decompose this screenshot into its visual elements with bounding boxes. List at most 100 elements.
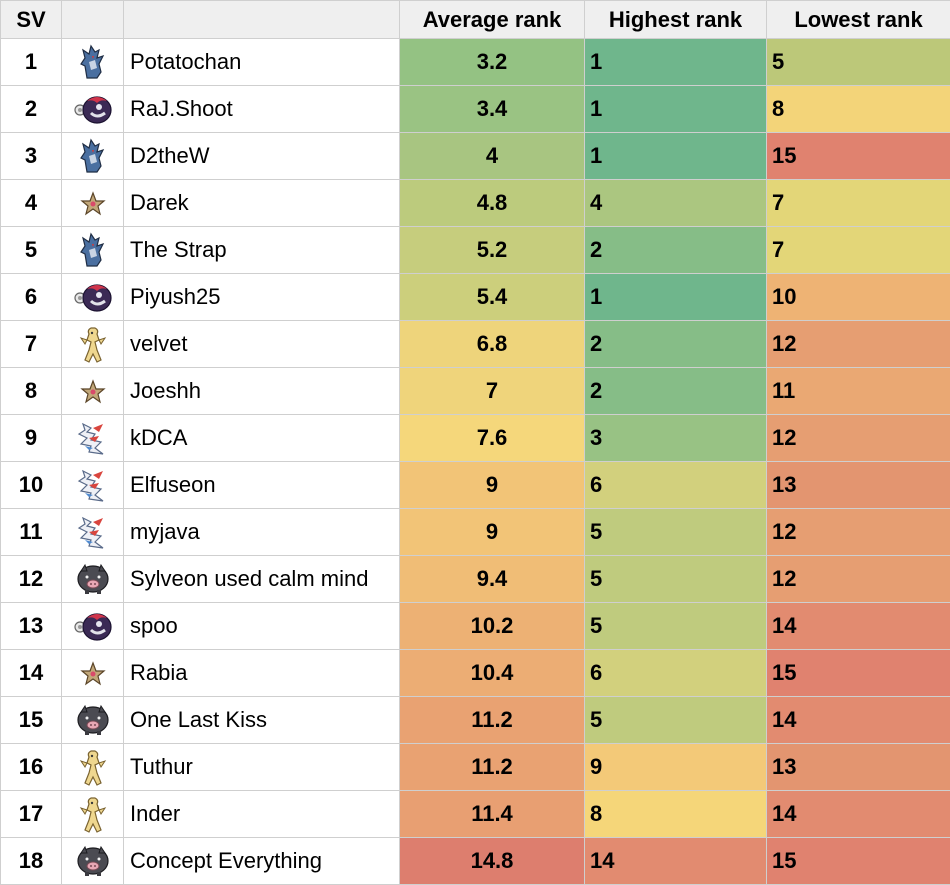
sv-rank-cell[interactable]: 12 xyxy=(1,556,62,603)
highest-rank-cell[interactable]: 5 xyxy=(585,697,767,744)
average-rank-cell[interactable]: 14.8 xyxy=(400,838,585,885)
sprite-cell[interactable] xyxy=(62,321,124,368)
highest-rank-cell[interactable]: 14 xyxy=(585,838,767,885)
lowest-rank-cell[interactable]: 12 xyxy=(767,415,950,462)
highest-rank-cell[interactable]: 1 xyxy=(585,133,767,180)
average-rank-cell[interactable]: 6.8 xyxy=(400,321,585,368)
lowest-rank-cell[interactable]: 13 xyxy=(767,462,950,509)
header-average-rank[interactable]: Average rank xyxy=(400,1,585,39)
player-name-cell[interactable]: Tuthur xyxy=(124,744,400,791)
lowest-rank-cell[interactable]: 15 xyxy=(767,838,950,885)
lowest-rank-cell[interactable]: 12 xyxy=(767,509,950,556)
highest-rank-cell[interactable]: 1 xyxy=(585,274,767,321)
sv-rank-cell[interactable]: 6 xyxy=(1,274,62,321)
average-rank-cell[interactable]: 11.2 xyxy=(400,744,585,791)
header-name[interactable] xyxy=(124,1,400,39)
player-name-cell[interactable]: D2theW xyxy=(124,133,400,180)
sprite-cell[interactable] xyxy=(62,227,124,274)
average-rank-cell[interactable]: 3.4 xyxy=(400,86,585,133)
lowest-rank-cell[interactable]: 7 xyxy=(767,227,950,274)
sv-rank-cell[interactable]: 14 xyxy=(1,650,62,697)
header-sv[interactable]: SV xyxy=(1,1,62,39)
average-rank-cell[interactable]: 5.4 xyxy=(400,274,585,321)
sprite-cell[interactable] xyxy=(62,462,124,509)
sv-rank-cell[interactable]: 5 xyxy=(1,227,62,274)
header-highest-rank[interactable]: Highest rank xyxy=(585,1,767,39)
average-rank-cell[interactable]: 10.2 xyxy=(400,603,585,650)
sv-rank-cell[interactable]: 7 xyxy=(1,321,62,368)
sv-rank-cell[interactable]: 3 xyxy=(1,133,62,180)
average-rank-cell[interactable]: 11.4 xyxy=(400,791,585,838)
sprite-cell[interactable] xyxy=(62,509,124,556)
sv-rank-cell[interactable]: 2 xyxy=(1,86,62,133)
player-name-cell[interactable]: RaJ.Shoot xyxy=(124,86,400,133)
sprite-cell[interactable] xyxy=(62,650,124,697)
sv-rank-cell[interactable]: 17 xyxy=(1,791,62,838)
lowest-rank-cell[interactable]: 8 xyxy=(767,86,950,133)
highest-rank-cell[interactable]: 5 xyxy=(585,603,767,650)
player-name-cell[interactable]: velvet xyxy=(124,321,400,368)
lowest-rank-cell[interactable]: 14 xyxy=(767,697,950,744)
player-name-cell[interactable]: One Last Kiss xyxy=(124,697,400,744)
sv-rank-cell[interactable]: 11 xyxy=(1,509,62,556)
lowest-rank-cell[interactable]: 10 xyxy=(767,274,950,321)
highest-rank-cell[interactable]: 1 xyxy=(585,39,767,86)
sv-rank-cell[interactable]: 1 xyxy=(1,39,62,86)
sv-rank-cell[interactable]: 18 xyxy=(1,838,62,885)
sprite-cell[interactable] xyxy=(62,744,124,791)
player-name-cell[interactable]: kDCA xyxy=(124,415,400,462)
highest-rank-cell[interactable]: 4 xyxy=(585,180,767,227)
highest-rank-cell[interactable]: 3 xyxy=(585,415,767,462)
player-name-cell[interactable]: Potatochan xyxy=(124,39,400,86)
lowest-rank-cell[interactable]: 7 xyxy=(767,180,950,227)
sprite-cell[interactable] xyxy=(62,180,124,227)
player-name-cell[interactable]: The Strap xyxy=(124,227,400,274)
highest-rank-cell[interactable]: 5 xyxy=(585,509,767,556)
lowest-rank-cell[interactable]: 15 xyxy=(767,650,950,697)
lowest-rank-cell[interactable]: 14 xyxy=(767,603,950,650)
player-name-cell[interactable]: Rabia xyxy=(124,650,400,697)
average-rank-cell[interactable]: 11.2 xyxy=(400,697,585,744)
sprite-cell[interactable] xyxy=(62,838,124,885)
average-rank-cell[interactable]: 4 xyxy=(400,133,585,180)
sv-rank-cell[interactable]: 4 xyxy=(1,180,62,227)
sv-rank-cell[interactable]: 10 xyxy=(1,462,62,509)
average-rank-cell[interactable]: 9.4 xyxy=(400,556,585,603)
lowest-rank-cell[interactable]: 12 xyxy=(767,556,950,603)
highest-rank-cell[interactable]: 8 xyxy=(585,791,767,838)
player-name-cell[interactable]: myjava xyxy=(124,509,400,556)
average-rank-cell[interactable]: 5.2 xyxy=(400,227,585,274)
lowest-rank-cell[interactable]: 14 xyxy=(767,791,950,838)
average-rank-cell[interactable]: 7 xyxy=(400,368,585,415)
highest-rank-cell[interactable]: 2 xyxy=(585,368,767,415)
player-name-cell[interactable]: Darek xyxy=(124,180,400,227)
highest-rank-cell[interactable]: 2 xyxy=(585,227,767,274)
header-lowest-rank[interactable]: Lowest rank xyxy=(767,1,950,39)
highest-rank-cell[interactable]: 2 xyxy=(585,321,767,368)
average-rank-cell[interactable]: 10.4 xyxy=(400,650,585,697)
player-name-cell[interactable]: spoo xyxy=(124,603,400,650)
lowest-rank-cell[interactable]: 13 xyxy=(767,744,950,791)
lowest-rank-cell[interactable]: 5 xyxy=(767,39,950,86)
highest-rank-cell[interactable]: 9 xyxy=(585,744,767,791)
highest-rank-cell[interactable]: 6 xyxy=(585,462,767,509)
lowest-rank-cell[interactable]: 12 xyxy=(767,321,950,368)
player-name-cell[interactable]: Piyush25 xyxy=(124,274,400,321)
sprite-cell[interactable] xyxy=(62,133,124,180)
sv-rank-cell[interactable]: 9 xyxy=(1,415,62,462)
player-name-cell[interactable]: Concept Everything xyxy=(124,838,400,885)
sprite-cell[interactable] xyxy=(62,274,124,321)
player-name-cell[interactable]: Sylveon used calm mind xyxy=(124,556,400,603)
average-rank-cell[interactable]: 3.2 xyxy=(400,39,585,86)
sv-rank-cell[interactable]: 8 xyxy=(1,368,62,415)
header-icon[interactable] xyxy=(62,1,124,39)
highest-rank-cell[interactable]: 5 xyxy=(585,556,767,603)
sprite-cell[interactable] xyxy=(62,603,124,650)
sprite-cell[interactable] xyxy=(62,791,124,838)
average-rank-cell[interactable]: 7.6 xyxy=(400,415,585,462)
player-name-cell[interactable]: Joeshh xyxy=(124,368,400,415)
sprite-cell[interactable] xyxy=(62,697,124,744)
player-name-cell[interactable]: Elfuseon xyxy=(124,462,400,509)
highest-rank-cell[interactable]: 1 xyxy=(585,86,767,133)
average-rank-cell[interactable]: 4.8 xyxy=(400,180,585,227)
